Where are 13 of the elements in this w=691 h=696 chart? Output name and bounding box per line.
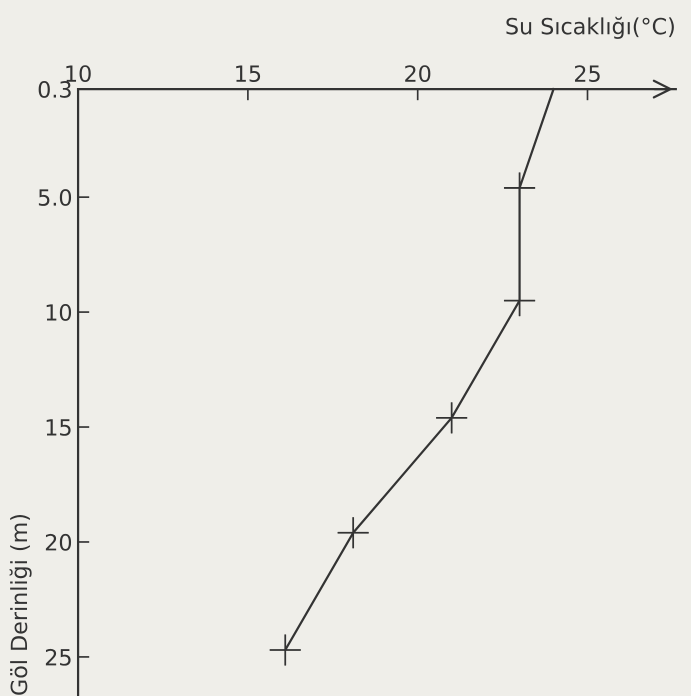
- y-axis-title: Göl Derinliği (m): [10, 515, 32, 695]
- x-tick-label: 15: [236, 65, 260, 82]
- y-tick-label: 10: [46, 304, 72, 321]
- y-tick-label: 25: [46, 648, 71, 666]
- y-tick-label: 20: [46, 534, 72, 551]
- x-axis-title: Su Sıcaklığı(°C): [506, 16, 674, 39]
- x-tick-label: 20: [405, 65, 430, 82]
- point: [270, 634, 301, 666]
- y-tick-label: 0.3: [38, 81, 71, 98]
- y-tick-label: 15: [46, 419, 71, 436]
- y-tick-label: 5.0: [38, 189, 72, 206]
- x-tick-label: 25: [574, 65, 600, 82]
- x-tick-label: 10: [66, 65, 91, 82]
